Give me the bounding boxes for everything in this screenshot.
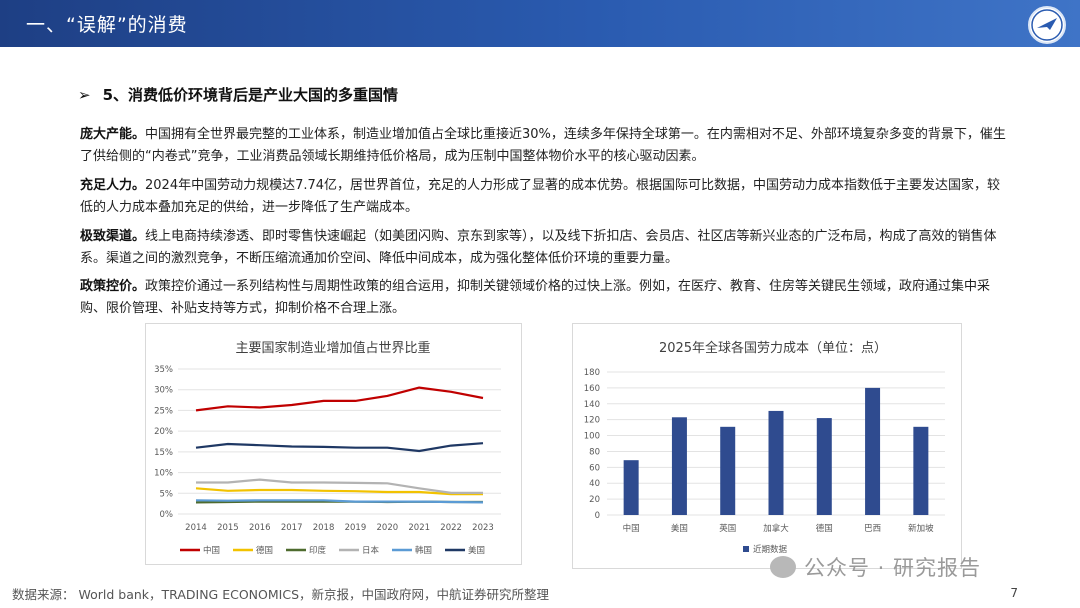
paragraph-text: 政策控价通过一系列结构性与周期性政策的组合运用，抑制关键领域价格的过快上涨。例如… — [80, 279, 991, 316]
x-tick-label: 2022 — [440, 523, 462, 533]
y-tick-label: 80 — [589, 447, 600, 457]
paragraph-text: 线上电商持续渗透、即时零售快速崛起（如美团闪购、京东到家等），以及线下折扣店、会… — [80, 229, 997, 266]
paragraph-text: 中国拥有全世界最完整的工业体系，制造业增加值占全球比重接近30%，连续多年保持全… — [80, 127, 1006, 164]
legend-label: 德国 — [256, 545, 273, 556]
y-tick-label: 20 — [589, 495, 600, 505]
bar-德国 — [816, 418, 832, 515]
x-tick-label: 美国 — [671, 523, 688, 534]
y-tick-label: 0 — [595, 511, 600, 521]
x-tick-label: 巴西 — [864, 524, 881, 534]
section-title: 5、消费低价环境背后是产业大国的多重国情 — [102, 86, 399, 104]
wechat-icon — [770, 556, 796, 578]
paragraph-capacity: 庞大产能。中国拥有全世界最完整的工业体系，制造业增加值占全球比重接近30%，连续… — [80, 124, 1010, 168]
line-chart-svg: 主要国家制造业增加值占世界比重 0% 5% 10% 15% 20% 25% 30% 35% 201… — [154, 340, 501, 556]
x-tick-label: 加拿大 — [763, 523, 789, 534]
data-source-note: 数据来源： World bank，TRADING ECONOMICS，新京报，中… — [12, 587, 550, 602]
series-line-韩国 — [195, 499, 484, 504]
legend-label: 近期数据 — [753, 544, 788, 555]
x-tick-label: 中国 — [623, 523, 640, 534]
paragraph-lead: 政策控价。 — [80, 279, 146, 294]
bar-英国 — [720, 426, 736, 515]
y-tick-label: 10% — [154, 469, 173, 479]
y-tick-label: 40 — [589, 479, 600, 489]
y-tick-label: 0% — [160, 510, 174, 520]
y-tick-label: 140 — [584, 400, 600, 410]
legend-label: 中国 — [203, 545, 220, 556]
series-line-中国 — [195, 386, 484, 412]
legend-swatch — [743, 546, 749, 552]
bar-新加坡 — [913, 426, 929, 515]
paragraph-lead: 极致渠道。 — [80, 229, 146, 244]
chart-title: 2025年全球各国劳力成本（单位：点） — [659, 340, 887, 356]
x-tick-label: 英国 — [719, 523, 736, 534]
x-tick-label: 2016 — [249, 523, 271, 533]
page-number: 7 — [1010, 586, 1018, 600]
y-tick-label: 30% — [154, 386, 173, 396]
series-line-日本 — [196, 478, 483, 494]
paragraph-channel: 极致渠道。线上电商持续渗透、即时零售快速崛起（如美团闪购、京东到家等），以及线下… — [80, 226, 1010, 270]
bar-巴西 — [865, 387, 881, 515]
legend-label: 日本 — [362, 545, 380, 556]
paragraph-lead: 充足人力。 — [80, 178, 146, 193]
y-tick-label: 15% — [154, 448, 173, 458]
series-line-美国 — [195, 442, 484, 453]
bar-中国 — [623, 460, 639, 515]
bar-加拿大 — [768, 410, 784, 515]
x-tick-label: 2015 — [217, 523, 239, 533]
y-tick-label: 5% — [160, 489, 174, 499]
x-tick-label: 2020 — [377, 523, 399, 533]
x-tick-label: 2023 — [472, 523, 494, 533]
y-tick-label: 160 — [584, 384, 600, 394]
x-tick-label: 2014 — [185, 523, 207, 533]
watermark-text: 公众号 · 研究报告 — [804, 556, 982, 580]
y-tick-label: 20% — [154, 427, 173, 437]
y-tick-label: 100 — [584, 432, 600, 442]
y-tick-label: 25% — [154, 406, 173, 416]
y-tick-label: 180 — [584, 368, 600, 378]
x-tick-label: 2021 — [408, 523, 430, 533]
company-logo-icon — [1028, 6, 1066, 44]
y-tick-label: 120 — [584, 416, 600, 426]
bar-chart-svg: 2025年全球各国劳力成本（单位：点） 0 20 40 60 80 100 120 140 160… — [584, 340, 945, 555]
y-tick-label: 35% — [154, 365, 173, 375]
chart-title: 主要国家制造业增加值占世界比重 — [235, 340, 430, 356]
bar-美国 — [671, 417, 687, 515]
paragraph-policy: 政策控价。政策控价通过一系列结构性与周期性政策的组合运用，抑制关键领域价格的过快… — [80, 276, 1010, 320]
paragraph-lead: 庞大产能。 — [80, 127, 146, 142]
slide-header: 一、“误解”的消费 — [0, 0, 1080, 47]
slide-title: 一、“误解”的消费 — [26, 14, 188, 36]
paragraph-labor: 充足人力。2024年中国劳动力规模达7.74亿，居世界首位，充足的人力形成了显著… — [80, 175, 1010, 219]
legend-label: 印度 — [309, 545, 327, 556]
x-tick-label: 新加坡 — [908, 523, 934, 534]
series-line-德国 — [195, 487, 483, 496]
x-tick-label: 2018 — [313, 523, 335, 533]
x-tick-label: 2017 — [281, 523, 303, 533]
bullet-arrow-icon: ➢ — [78, 86, 91, 104]
paragraph-text: 2024年中国劳动力规模达7.74亿，居世界首位，充足的人力形成了显著的成本优势… — [80, 178, 1001, 215]
legend-label: 美国 — [468, 545, 485, 556]
y-tick-label: 60 — [589, 463, 600, 473]
bar-chart-labor-cost: 2025年全球各国劳力成本（单位：点） 0 20 40 60 80 100 120 140 160… — [572, 323, 962, 569]
section-heading: ➢ 5、消费低价环境背后是产业大国的多重国情 — [78, 84, 398, 105]
x-tick-label: 德国 — [816, 523, 833, 534]
line-chart-manufacturing-share: 主要国家制造业增加值占世界比重 0% 5% 10% 15% 20% 25% 30% 35% 201… — [145, 323, 522, 565]
legend-label: 韩国 — [415, 545, 432, 556]
x-tick-label: 2019 — [345, 523, 367, 533]
